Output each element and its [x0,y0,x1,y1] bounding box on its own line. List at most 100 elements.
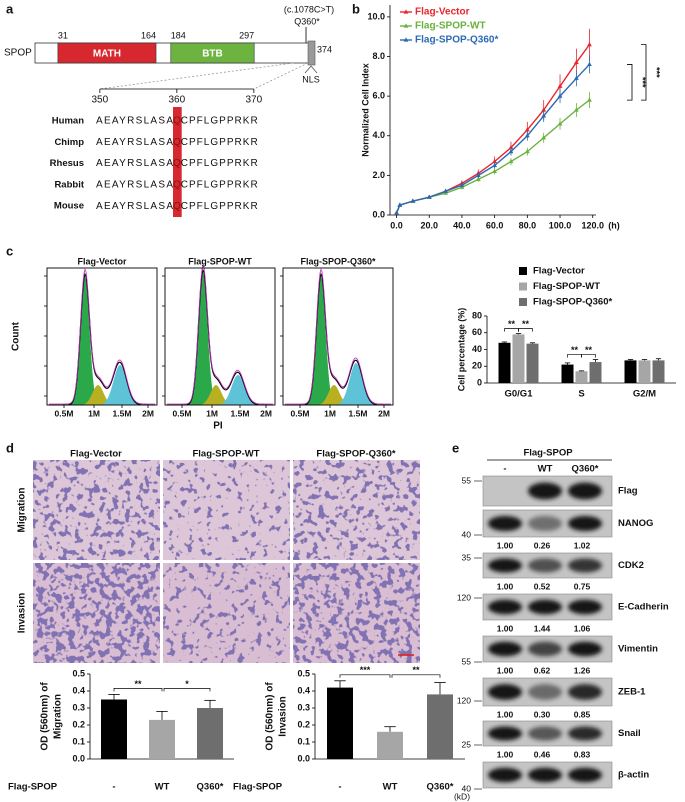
domain [170,42,255,64]
panel-label: a [6,1,14,16]
x-tick-label: 0.0 [390,220,403,230]
x-tick-label: - [112,782,115,793]
bar [512,334,525,383]
point [524,133,530,138]
y-tick-label: 20 [472,361,482,371]
sequence: AEAYRSLASA [96,116,173,127]
x-tick-label: S [578,389,584,400]
band [568,767,602,783]
significance-bracket [627,64,633,101]
point [524,127,530,132]
transwell-image [163,563,290,663]
significance-label: ** [508,319,516,329]
legend-label: Flag-SPOP-WT [415,21,486,32]
flow-fit [49,272,155,406]
legend-label: Flag-SPOP-WT [533,281,600,292]
significance-label: ** [522,319,530,329]
point [541,135,547,140]
legend-label: Flag-SPOP-Q360* [415,35,498,46]
point [508,158,514,164]
band [528,684,562,700]
bar [427,694,453,759]
x-tick-label: 80.0 [519,220,537,230]
marker-label: 55 [462,475,472,485]
y-tick-label: 0.3 [297,702,310,712]
protein-label: NANOG [618,518,653,529]
significance-label: *** [652,67,662,78]
bar [377,731,403,759]
point [557,83,563,88]
protein-label: E-Cadherin [618,602,669,613]
domain-start: 31 [58,30,68,40]
protein-label: β-actin [618,770,649,781]
significance-bracket [567,354,582,358]
group-label: Flag-SPOP [523,448,573,459]
row-label: Migration [17,488,28,533]
sequence: CPFLGPPRKR [181,137,258,148]
y-tick-label: 60 [472,327,482,337]
sequence: AEAYRSLASA [96,137,173,148]
column-title: Flag-Vector [70,449,122,460]
quantification: 0.46 [534,749,551,759]
flow-peak [49,277,155,405]
point [587,61,592,67]
lane-label: Q360* [572,464,599,475]
quantification: 1.02 [574,540,591,550]
series-line [395,44,591,214]
flow-tick-label: 1M [324,408,336,418]
x-tick-label: 100.0 [549,220,572,230]
bar [575,371,588,383]
band [528,767,562,783]
bar [561,364,574,383]
flow-frame [282,267,394,406]
y-axis-label: OD (560nm) of [40,682,51,751]
marker-label: 35 [462,552,472,562]
transwell-image [293,460,420,560]
bar [197,708,223,759]
nls-box [307,40,316,66]
y-axis-label: Migration [53,694,64,739]
legend-label: Flag-SPOP-Q360* [533,297,612,308]
protein-label: CDK2 [618,560,644,571]
significance-bracket [391,674,441,678]
point [410,198,416,203]
y-tick-label: 80 [472,310,482,320]
flow-trace [167,263,274,405]
flow-tick-label: 0.5M [291,408,310,418]
legend-label: Flag-Vector [415,7,470,18]
band [488,599,522,615]
species: Rabbit [54,179,84,190]
flow-fit [285,272,391,406]
flow-trace [285,268,392,405]
flow-peak [167,375,273,405]
flow-tick-label: 0.5M [55,408,74,418]
x-axis-label: (h) [608,220,620,230]
residue: Q [173,180,181,191]
band [528,558,562,573]
marker-label: 40 [462,529,472,539]
band [488,515,522,532]
y-tick-label: 0.3 [72,702,85,712]
transwell-image [163,460,290,560]
sequence: AEAYRSLASA [96,201,173,212]
sequence: AEAYRSLASA [96,180,173,191]
x-tick-label: 120.0 [581,220,604,230]
legend-label: Flag-Vector [533,266,585,277]
quantification: 1.00 [497,709,514,719]
significance-label: ** [412,665,420,675]
band [568,558,602,573]
panel-label: e [452,440,459,455]
species: Chimp [54,137,84,148]
transwell-image [33,563,160,663]
band [528,515,562,532]
x-tick-label: WT [155,782,170,793]
flow-title: Flag-SPOP-Q360* [300,256,376,266]
point [426,194,432,199]
bar [638,360,651,383]
mutation-label: Q360* [294,16,320,26]
y-tick-label: 6.0 [372,91,385,101]
flow-title: Flag-SPOP-WT [188,256,252,266]
significance-label: ** [585,345,593,355]
quantification: 0.52 [534,581,551,591]
